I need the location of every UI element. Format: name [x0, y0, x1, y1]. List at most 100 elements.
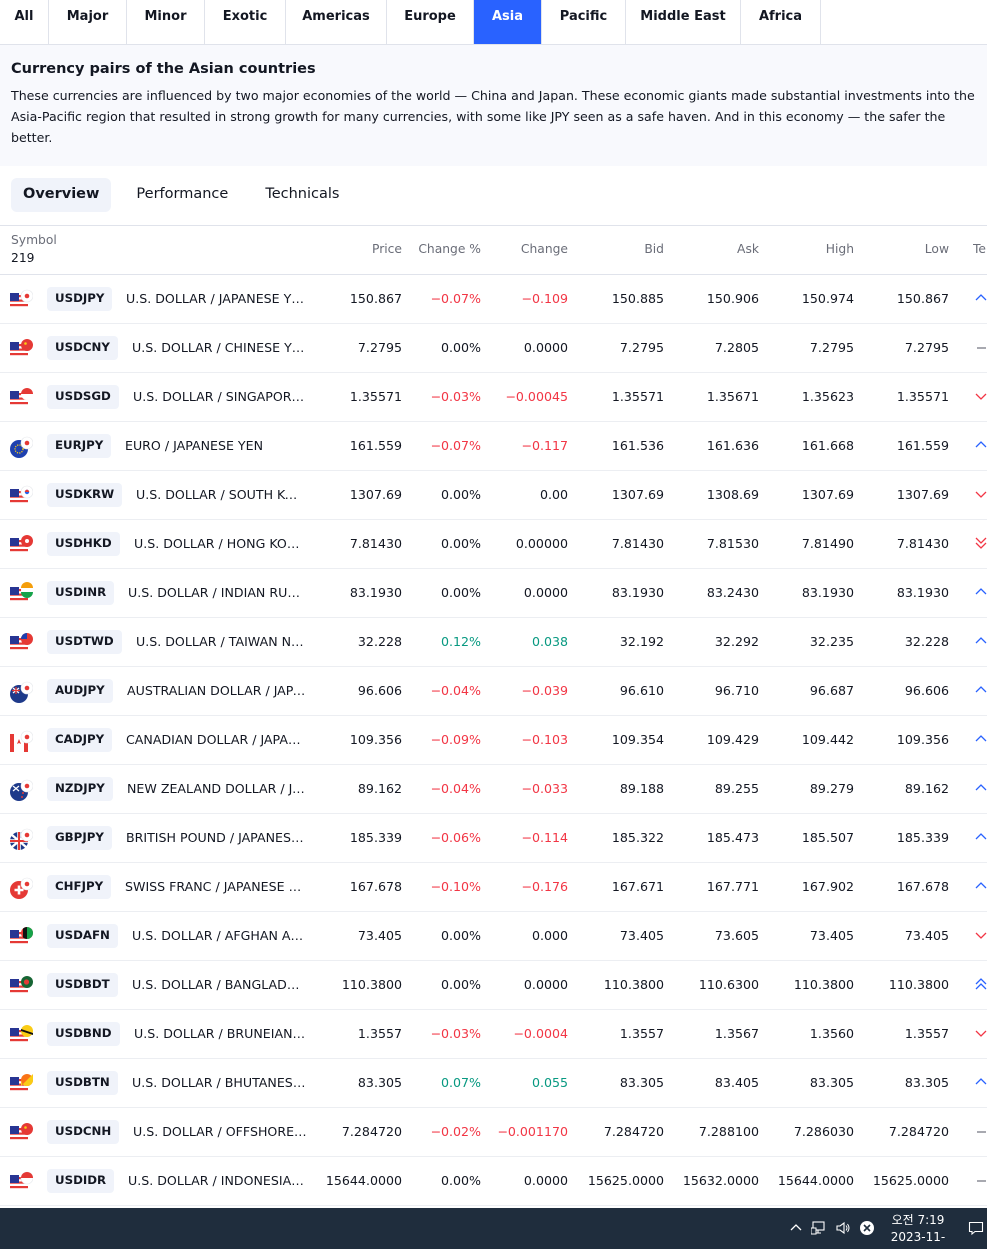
ask-cell: 150.906 — [706, 291, 759, 306]
currency-flag-icon — [9, 925, 33, 949]
table-row[interactable]: NZDJPY NEW ZEALAND DOLLAR / JAPANESE YEN 8… — [0, 765, 987, 814]
bid-cell: 83.1930 — [611, 585, 664, 600]
table-row[interactable]: USDKRW U.S. DOLLAR / SOUTH KOREAN WON 1307… — [0, 471, 987, 520]
chevron-up-icon[interactable] — [788, 1220, 804, 1236]
ticker-badge[interactable]: USDKRW — [47, 483, 123, 507]
region-tab-exotic[interactable]: Exotic — [205, 0, 286, 44]
table-row[interactable]: USDHKD U.S. DOLLAR / HONG KONG DOLLAR 7.81… — [0, 520, 987, 569]
region-tab-all[interactable]: All — [0, 0, 49, 44]
ticker-badge[interactable]: USDSGD — [47, 385, 119, 409]
change-column-header[interactable]: Change — [520, 242, 568, 256]
pair-name[interactable]: U.S. DOLLAR / SINGAPORE DOLLAR — [133, 389, 307, 404]
change-percent-cell: −0.06% — [430, 830, 481, 845]
pair-name[interactable]: U.S. DOLLAR / HONG KONG DOLLAR — [134, 536, 307, 551]
bid-column-header[interactable]: Bid — [644, 242, 664, 256]
ticker-badge[interactable]: USDBND — [47, 1022, 120, 1046]
technical-rating-buy-icon — [973, 581, 987, 605]
bid-cell: 1307.69 — [611, 487, 664, 502]
ticker-badge[interactable]: USDCNY — [47, 336, 118, 360]
ticker-badge[interactable]: NZDJPY — [47, 777, 113, 801]
ticker-badge[interactable]: USDTWD — [47, 630, 122, 654]
table-row[interactable]: AUDJPY AUSTRALIAN DOLLAR / JAPANESE YEN 96… — [0, 667, 987, 716]
table-row[interactable]: USDBTN U.S. DOLLAR / BHUTANESE NGULTRUM 83… — [0, 1059, 987, 1108]
change-cell: −0.001170 — [497, 1124, 568, 1139]
table-row[interactable]: USDTWD U.S. DOLLAR / TAIWAN NEW DOLLAR 32.… — [0, 618, 987, 667]
table-row[interactable]: CHFJPY SWISS FRANC / JAPANESE YEN 167.678 −… — [0, 863, 987, 912]
pair-name[interactable]: U.S. DOLLAR / CHINESE YUAN — [132, 340, 307, 355]
pair-name[interactable]: CANADIAN DOLLAR / JAPANESE YEN — [126, 732, 307, 747]
price-cell: 15644.0000 — [325, 1173, 402, 1188]
table-row[interactable]: USDAFN U.S. DOLLAR / AFGHAN AFGHANI 73.405… — [0, 912, 987, 961]
ticker-badge[interactable]: USDAFN — [47, 924, 118, 948]
ticker-badge[interactable]: GBPJPY — [47, 826, 112, 850]
pair-name[interactable]: U.S. DOLLAR / TAIWAN NEW DOLLAR — [136, 634, 307, 649]
change-percent-cell: 0.00% — [440, 487, 481, 502]
ticker-badge[interactable]: CADJPY — [47, 728, 113, 752]
region-tab-asia[interactable]: Asia — [474, 0, 542, 44]
network-icon[interactable] — [810, 1220, 827, 1236]
pair-name[interactable]: U.S. DOLLAR / BHUTANESE NGULTRUM — [132, 1075, 307, 1090]
ticker-badge[interactable]: USDBTN — [47, 1071, 118, 1095]
ticker-badge[interactable]: CHFJPY — [47, 875, 112, 899]
notification-icon[interactable] — [968, 1220, 984, 1236]
region-tab-middle-east[interactable]: Middle East — [626, 0, 741, 44]
pair-name[interactable]: SWISS FRANC / JAPANESE YEN — [125, 879, 307, 894]
volume-icon[interactable] — [835, 1220, 851, 1236]
region-tab-minor[interactable]: Minor — [127, 0, 205, 44]
table-row[interactable]: USDJPY U.S. DOLLAR / JAPANESE YEN 150.867 −… — [0, 275, 987, 324]
pair-name[interactable]: BRITISH POUND / JAPANESE YEN — [126, 830, 307, 845]
low-column-header[interactable]: Low — [924, 242, 949, 256]
change-percent-column-header[interactable]: Change % — [418, 242, 481, 256]
pair-name[interactable]: U.S. DOLLAR / BRUNEIAN DOLLAR — [134, 1026, 307, 1041]
pair-name[interactable]: NEW ZEALAND DOLLAR / JAPANESE YEN — [127, 781, 307, 796]
ticker-badge[interactable]: AUDJPY — [47, 679, 113, 703]
ask-column-header[interactable]: Ask — [737, 242, 759, 256]
change-percent-cell: 0.12% — [440, 634, 481, 649]
table-row[interactable]: EURJPY EURO / JAPANESE YEN 161.559 −0.07% −0… — [0, 422, 987, 471]
ticker-badge[interactable]: USDHKD — [47, 532, 120, 556]
pair-name[interactable]: AUSTRALIAN DOLLAR / JAPANESE YEN — [127, 683, 307, 698]
region-tab-africa[interactable]: Africa — [741, 0, 821, 44]
pair-name[interactable]: U.S. DOLLAR / JAPANESE YEN — [126, 291, 307, 306]
region-tab-americas[interactable]: Americas — [286, 0, 387, 44]
table-row[interactable]: USDCNY U.S. DOLLAR / CHINESE YUAN 7.2795 0.… — [0, 324, 987, 373]
table-row[interactable]: USDBDT U.S. DOLLAR / BANGLADESHI TAKA 110.… — [0, 961, 987, 1010]
table-row[interactable]: USDINR U.S. DOLLAR / INDIAN RUPEE 83.1930 0… — [0, 569, 987, 618]
pair-name[interactable]: U.S. DOLLAR / BANGLADESHI TAKA — [132, 977, 307, 992]
table-row[interactable]: USDSGD U.S. DOLLAR / SINGAPORE DOLLAR 1.35… — [0, 373, 987, 422]
low-cell: 83.1930 — [896, 585, 949, 600]
pair-name[interactable]: U.S. DOLLAR / OFFSHORE CHINESE YUAN — [133, 1124, 307, 1139]
table-row[interactable]: GBPJPY BRITISH POUND / JAPANESE YEN 185.33… — [0, 814, 987, 863]
table-header: Symbol 219 Price Change % Change Bid Ask… — [0, 226, 987, 275]
ticker-badge[interactable]: USDIDR — [47, 1169, 115, 1193]
high-column-header[interactable]: High — [825, 242, 854, 256]
ticker-badge[interactable]: USDCNH — [47, 1120, 120, 1144]
technical-rating-column-header[interactable]: Te — [973, 242, 986, 256]
symbol-column-header[interactable]: Symbol — [11, 233, 57, 247]
region-tab-europe[interactable]: Europe — [387, 0, 474, 44]
change-percent-cell: 0.00% — [440, 977, 481, 992]
close-circle-icon[interactable] — [859, 1220, 875, 1236]
high-cell: 7.286030 — [793, 1124, 854, 1139]
ticker-badge[interactable]: USDBDT — [47, 973, 118, 997]
pair-name[interactable]: U.S. DOLLAR / AFGHAN AFGHANI — [132, 928, 307, 943]
pair-name[interactable]: U.S. DOLLAR / SOUTH KOREAN WON — [136, 487, 307, 502]
region-tab-major[interactable]: Major — [49, 0, 127, 44]
pair-name[interactable]: U.S. DOLLAR / INDONESIAN RUPIAH — [128, 1173, 307, 1188]
price-cell: 161.559 — [349, 438, 402, 453]
region-tab-pacific[interactable]: Pacific — [542, 0, 626, 44]
table-row[interactable]: USDCNH U.S. DOLLAR / OFFSHORE CHINESE YUA… — [0, 1108, 987, 1157]
ticker-badge[interactable]: USDJPY — [47, 287, 113, 311]
pair-name[interactable]: U.S. DOLLAR / INDIAN RUPEE — [128, 585, 307, 600]
ticker-badge[interactable]: USDINR — [47, 581, 115, 605]
view-tab-performance[interactable]: Performance — [136, 186, 229, 202]
price-column-header[interactable]: Price — [372, 242, 402, 256]
table-row[interactable]: USDBND U.S. DOLLAR / BRUNEIAN DOLLAR 1.355… — [0, 1010, 987, 1059]
table-row[interactable]: USDIDR U.S. DOLLAR / INDONESIAN RUPIAH 156… — [0, 1157, 987, 1206]
pair-name[interactable]: EURO / JAPANESE YEN — [125, 438, 264, 453]
ticker-badge[interactable]: EURJPY — [47, 434, 112, 458]
clock[interactable]: 오전 7:19 2023-11-09 — [884, 1212, 952, 1249]
table-row[interactable]: CADJPY CANADIAN DOLLAR / JAPANESE YEN 109.… — [0, 716, 987, 765]
view-tab-overview[interactable]: Overview — [11, 178, 112, 212]
view-tab-technicals[interactable]: Technicals — [265, 186, 340, 202]
